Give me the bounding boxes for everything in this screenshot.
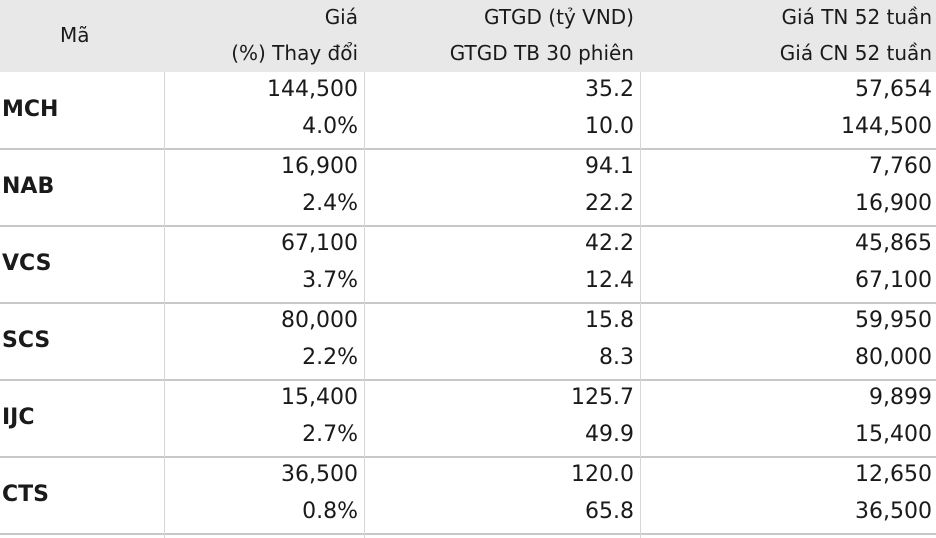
stock-code: MCH xyxy=(2,97,59,122)
table-row: CTS 36,500 0.8% 120.0 65.8 12,650 36,500 xyxy=(0,457,936,535)
table-row: SCS 80,000 2.2% 15.8 8.3 59,950 80,000 xyxy=(0,303,936,381)
low52-cell: 45,865 xyxy=(855,231,932,256)
table-row: MCH 144,500 4.0% 35.2 10.0 57,654 144,50… xyxy=(0,72,936,150)
price-cell: 16,900 xyxy=(281,154,358,179)
change-cell: 2.7% xyxy=(302,422,358,447)
price-cell: 144,500 xyxy=(267,77,358,102)
change-cell: 0.8% xyxy=(302,499,358,524)
table-row: NAB 16,900 2.4% 94.1 22.2 7,760 16,900 xyxy=(0,149,936,227)
header-value: GTGD (tỷ VND) xyxy=(484,5,634,29)
price-cell: 80,000 xyxy=(281,308,358,333)
avg-value-cell: 12.4 xyxy=(585,268,634,293)
column-divider xyxy=(640,72,641,538)
high52-cell: 67,100 xyxy=(855,268,932,293)
low52-cell: 12,650 xyxy=(855,462,932,487)
low52-cell: 59,950 xyxy=(855,308,932,333)
high52-cell: 15,400 xyxy=(855,422,932,447)
row-divider xyxy=(0,379,936,381)
stock-code: SCS xyxy=(2,328,51,353)
header-avg-value: GTGD TB 30 phiên xyxy=(449,41,634,65)
price-cell: 67,100 xyxy=(281,231,358,256)
row-divider xyxy=(0,302,936,304)
stock-code: CTS xyxy=(2,482,49,507)
avg-value-cell: 8.3 xyxy=(599,345,634,370)
change-cell: 4.0% xyxy=(302,114,358,139)
low52-cell: 7,760 xyxy=(869,154,932,179)
avg-value-cell: 10.0 xyxy=(585,114,634,139)
high52-cell: 144,500 xyxy=(841,114,932,139)
row-divider xyxy=(0,533,936,535)
header-price: Giá xyxy=(324,5,358,29)
high52-cell: 36,500 xyxy=(855,499,932,524)
header-change: (%) Thay đổi xyxy=(231,41,358,65)
change-cell: 2.4% xyxy=(302,191,358,216)
avg-value-cell: 22.2 xyxy=(585,191,634,216)
price-cell: 15,400 xyxy=(281,385,358,410)
row-divider xyxy=(0,225,936,227)
change-cell: 3.7% xyxy=(302,268,358,293)
value-cell: 120.0 xyxy=(571,462,634,487)
row-divider xyxy=(0,456,936,458)
avg-value-cell: 65.8 xyxy=(585,499,634,524)
table-header: Mã Giá (%) Thay đổi GTGD (tỷ VND) GTGD T… xyxy=(0,0,936,72)
header-high52: Giá CN 52 tuần xyxy=(779,41,932,65)
value-cell: 15.8 xyxy=(585,308,634,333)
stock-code: NAB xyxy=(2,174,55,199)
table-row: VCS 67,100 3.7% 42.2 12.4 45,865 67,100 xyxy=(0,226,936,304)
column-divider xyxy=(164,72,165,538)
stock-code: IJC xyxy=(2,405,35,430)
low52-cell: 9,899 xyxy=(869,385,932,410)
stock-code: VCS xyxy=(2,251,52,276)
table-row: IJC 15,400 2.7% 125.7 49.9 9,899 15,400 xyxy=(0,380,936,458)
header-low52: Giá TN 52 tuần xyxy=(781,5,932,29)
high52-cell: 16,900 xyxy=(855,191,932,216)
high52-cell: 80,000 xyxy=(855,345,932,370)
value-cell: 94.1 xyxy=(585,154,634,179)
header-code: Mã xyxy=(60,23,90,47)
change-cell: 2.2% xyxy=(302,345,358,370)
column-divider xyxy=(364,72,365,538)
row-divider xyxy=(0,148,936,150)
value-cell: 125.7 xyxy=(571,385,634,410)
avg-value-cell: 49.9 xyxy=(585,422,634,447)
low52-cell: 57,654 xyxy=(855,77,932,102)
value-cell: 35.2 xyxy=(585,77,634,102)
price-cell: 36,500 xyxy=(281,462,358,487)
value-cell: 42.2 xyxy=(585,231,634,256)
